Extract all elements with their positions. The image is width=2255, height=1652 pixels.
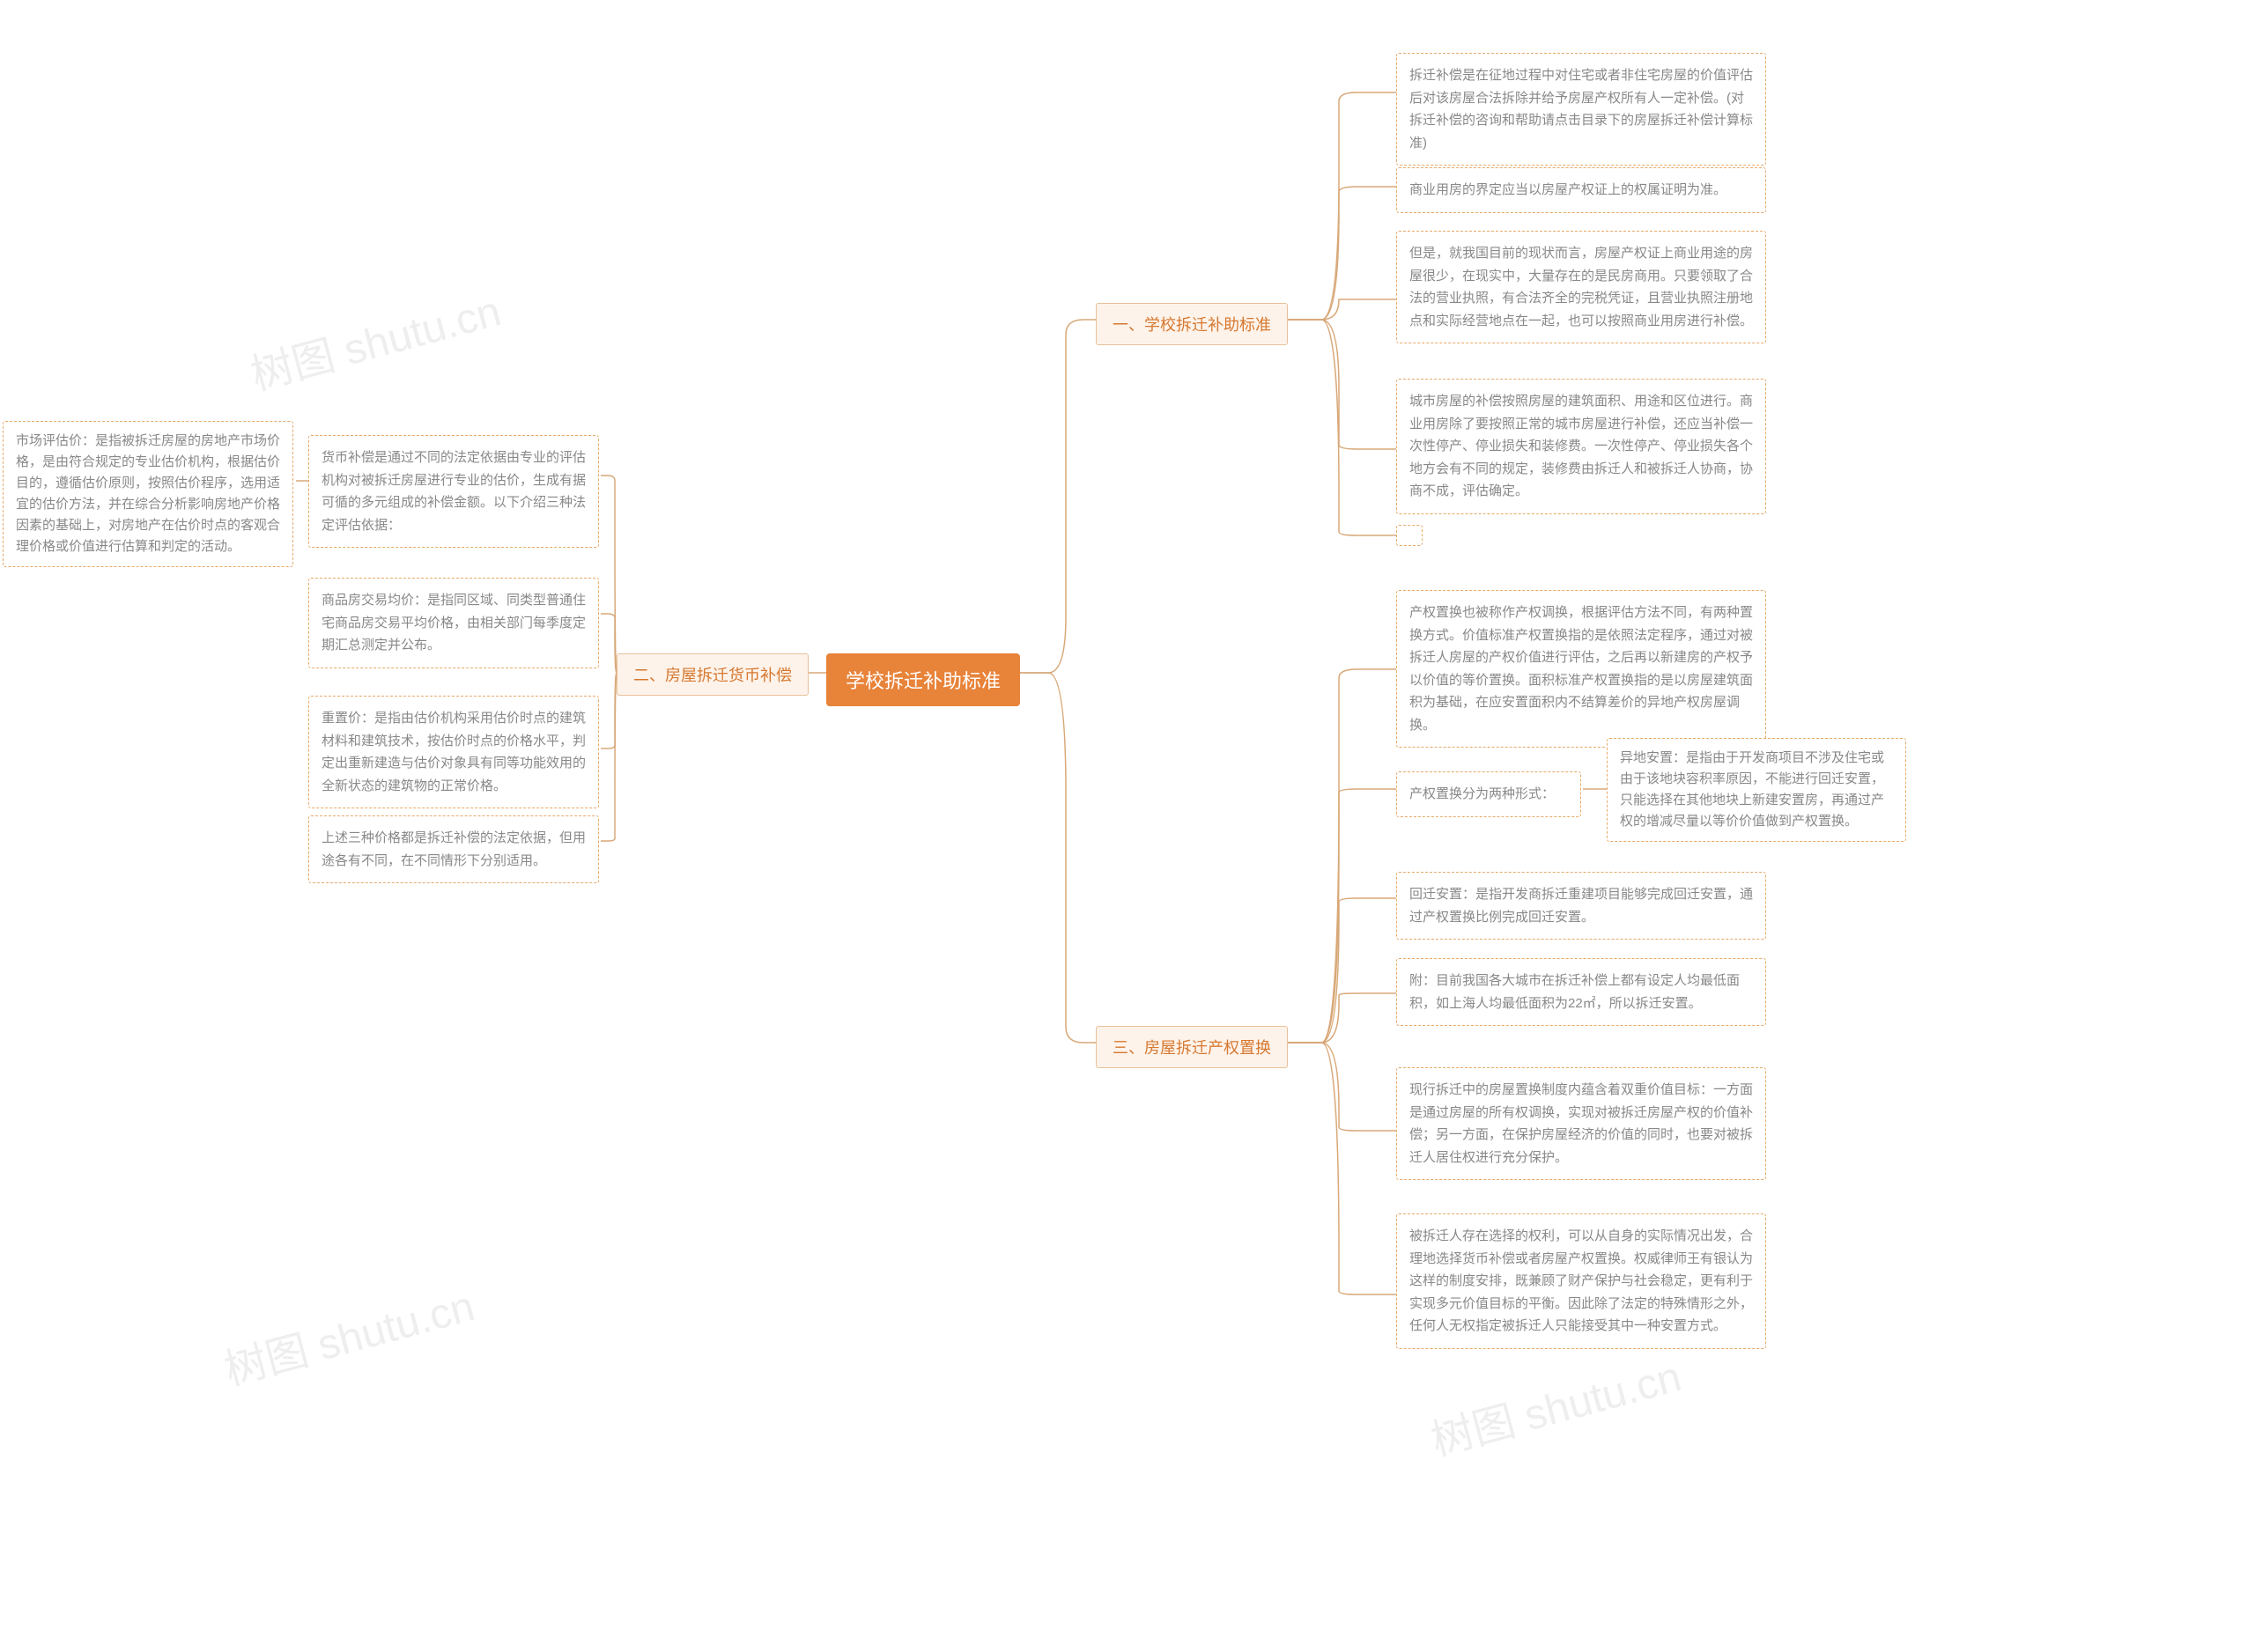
- branch-node-1: 一、学校拆迁补助标准: [1096, 303, 1288, 345]
- leaf-node: 拆迁补偿是在征地过程中对住宅或者非住宅房屋的价值评估后对该房屋合法拆除并给予房屋…: [1396, 53, 1766, 166]
- watermark: 树图 shutu.cn: [1423, 1342, 1687, 1468]
- leaf-node: 产权置换也被称作产权调换，根据评估方法不同，有两种置换方式。价值标准产权置换指的…: [1396, 590, 1766, 748]
- leaf-node: 产权置换分为两种形式：: [1396, 771, 1581, 817]
- leaf-node: 货币补偿是通过不同的法定依据由专业的评估机构对被拆迁房屋进行专业的估价，生成有据…: [308, 435, 599, 548]
- center-node: 学校拆迁补助标准: [826, 653, 1020, 706]
- leaf-node: 现行拆迁中的房屋置换制度内蕴含着双重价值目标：一方面是通过房屋的所有权调换，实现…: [1396, 1067, 1766, 1180]
- sub-leaf-node: 市场评估价：是指被拆迁房屋的房地产市场价格，是由符合规定的专业估价机构，根据估价…: [3, 421, 293, 567]
- leaf-node: 商业用房的界定应当以房屋产权证上的权属证明为准。: [1396, 167, 1766, 213]
- leaf-node: 上述三种价格都是拆迁补偿的法定依据，但用途各有不同，在不同情形下分别适用。: [308, 815, 599, 883]
- leaf-node: 商品房交易均价：是指同区域、同类型普通住宅商品房交易平均价格，由相关部门每季度定…: [308, 578, 599, 668]
- watermark: 树图 shutu.cn: [243, 277, 506, 402]
- branch-node-3: 三、房屋拆迁产权置换: [1096, 1026, 1288, 1068]
- branch-node-2: 二、房屋拆迁货币补偿: [617, 653, 809, 696]
- watermark: 树图 shutu.cn: [217, 1272, 480, 1398]
- leaf-node: 城市房屋的补偿按照房屋的建筑面积、用途和区位进行。商业用房除了要按照正常的城市房…: [1396, 379, 1766, 514]
- leaf-node: 重置价：是指由估价机构采用估价时点的建筑材料和建筑技术，按估价时点的价格水平，判…: [308, 696, 599, 808]
- leaf-node-empty: [1396, 525, 1423, 546]
- leaf-node: 回迁安置：是指开发商拆迁重建项目能够完成回迁安置，通过产权置换比例完成回迁安置。: [1396, 872, 1766, 940]
- sub-leaf-node: 异地安置：是指由于开发商项目不涉及住宅或由于该地块容积率原因，不能进行回迁安置，…: [1607, 738, 1906, 842]
- leaf-node: 附：目前我国各大城市在拆迁补偿上都有设定人均最低面积，如上海人均最低面积为22㎡…: [1396, 958, 1766, 1026]
- leaf-node: 被拆迁人存在选择的权利，可以从自身的实际情况出发，合理地选择货币补偿或者房屋产权…: [1396, 1213, 1766, 1349]
- leaf-node: 但是，就我国目前的现状而言，房屋产权证上商业用途的房屋很少，在现实中，大量存在的…: [1396, 231, 1766, 343]
